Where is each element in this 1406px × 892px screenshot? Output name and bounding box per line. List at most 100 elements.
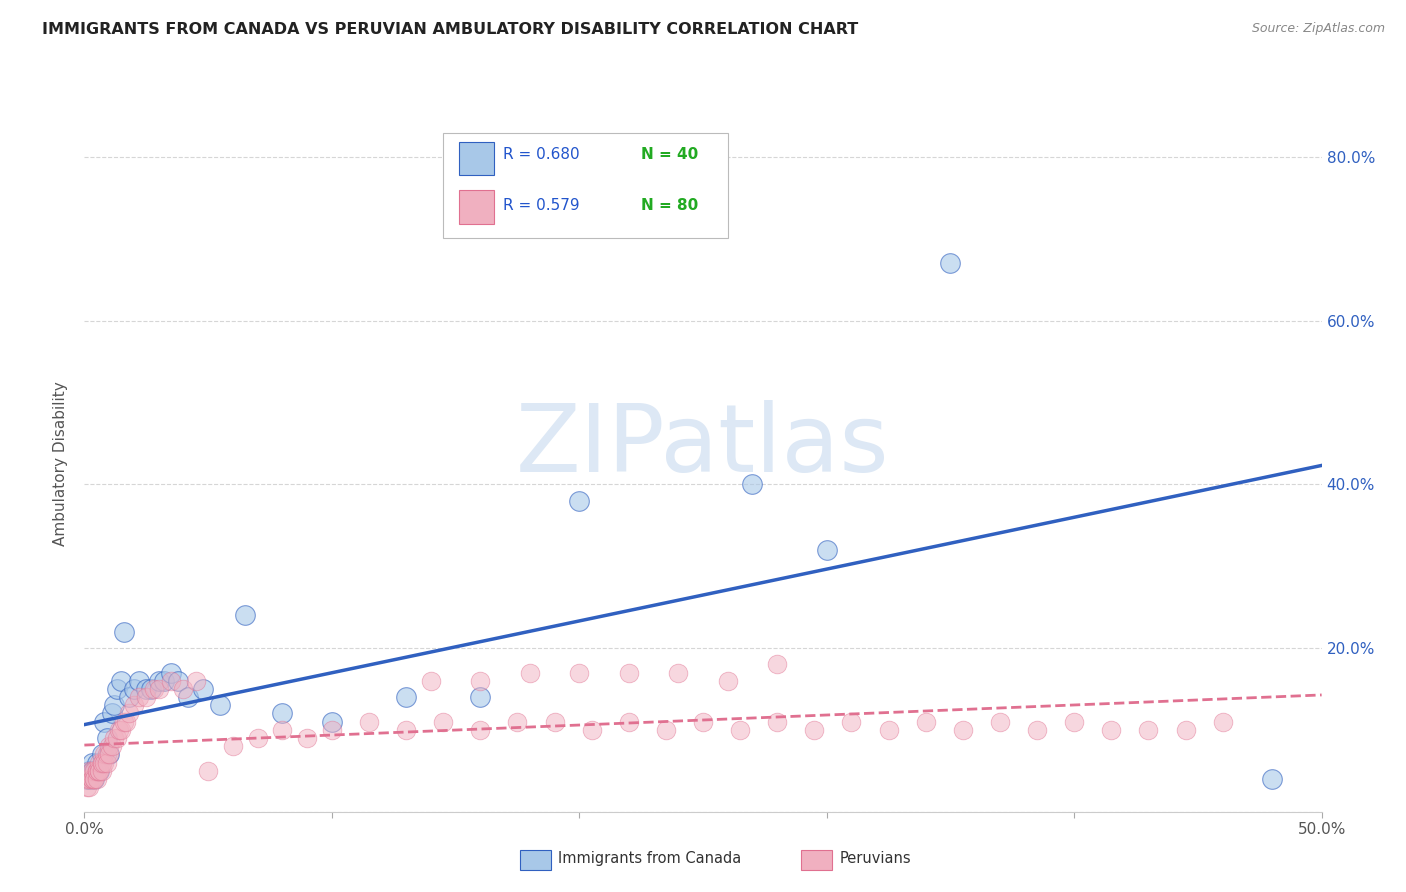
Point [617, 665, 640, 680]
Point [86, 764, 108, 778]
Point [160, 673, 183, 688]
Point [581, 723, 603, 737]
Point [118, 690, 141, 705]
Point [112, 624, 135, 639]
Point [96, 756, 118, 770]
Point [122, 681, 145, 696]
Point [209, 698, 232, 713]
Point [80, 764, 103, 778]
Point [271, 723, 294, 737]
Point [108, 723, 131, 737]
Text: Peruvians: Peruvians [839, 851, 911, 865]
Point [76, 772, 98, 786]
Point [110, 673, 132, 688]
Point [83, 772, 105, 786]
Point [89, 756, 111, 770]
Point [568, 493, 591, 508]
Point [295, 731, 318, 745]
Point [100, 706, 122, 721]
Point [83, 764, 105, 778]
Point [100, 739, 122, 754]
Point [141, 681, 163, 696]
Point [1026, 723, 1049, 737]
Point [86, 772, 108, 786]
Point [96, 747, 118, 762]
Bar [460, 142, 494, 175]
Point [93, 756, 115, 770]
Point [357, 714, 380, 729]
Point [90, 747, 112, 762]
Point [103, 731, 125, 745]
Point [112, 714, 135, 729]
Point [939, 256, 962, 270]
Point [98, 747, 121, 762]
Point [914, 714, 936, 729]
Point [83, 772, 105, 786]
Point [142, 681, 165, 696]
Point [470, 723, 492, 737]
Point [76, 780, 98, 794]
Point [395, 723, 418, 737]
Point [470, 673, 492, 688]
Point [103, 698, 125, 713]
Point [83, 772, 105, 786]
Text: Immigrants from Canada: Immigrants from Canada [558, 851, 741, 865]
Text: R = 0.579: R = 0.579 [502, 197, 579, 212]
Point [96, 731, 118, 745]
Point [728, 723, 751, 737]
Point [89, 764, 111, 778]
Point [717, 673, 740, 688]
Point [988, 714, 1011, 729]
Point [177, 690, 200, 705]
Point [167, 673, 190, 688]
Point [419, 673, 441, 688]
Point [80, 764, 103, 778]
Point [841, 714, 863, 729]
Point [79, 772, 101, 786]
Point [692, 714, 714, 729]
Point [1099, 723, 1122, 737]
Point [222, 739, 245, 754]
Point [122, 698, 145, 713]
Point [271, 706, 294, 721]
Point [90, 756, 112, 770]
Point [90, 764, 112, 778]
Point [1063, 714, 1085, 729]
Point [135, 690, 157, 705]
Text: ZIPatlas: ZIPatlas [516, 400, 890, 492]
Point [470, 690, 492, 705]
Point [79, 772, 101, 786]
Point [93, 714, 115, 729]
Point [617, 714, 640, 729]
Point [191, 681, 214, 696]
Point [877, 723, 900, 737]
Text: IMMIGRANTS FROM CANADA VS PERUVIAN AMBULATORY DISABILITY CORRELATION CHART: IMMIGRANTS FROM CANADA VS PERUVIAN AMBUL… [42, 22, 859, 37]
Point [89, 764, 111, 778]
Point [815, 542, 838, 557]
Text: N = 40: N = 40 [641, 146, 699, 161]
Point [666, 665, 689, 680]
Point [86, 764, 108, 778]
Point [321, 723, 343, 737]
Point [115, 714, 138, 729]
Point [79, 764, 101, 778]
Point [79, 764, 101, 778]
Point [93, 747, 115, 762]
Point [80, 772, 103, 786]
Point [395, 690, 418, 705]
Point [655, 723, 678, 737]
Point [184, 673, 207, 688]
Bar [460, 190, 494, 224]
Text: R = 0.680: R = 0.680 [502, 146, 579, 161]
Point [98, 747, 121, 762]
Point [952, 723, 974, 737]
Point [152, 673, 174, 688]
Point [506, 714, 529, 729]
Point [519, 665, 541, 680]
Point [766, 657, 789, 672]
Point [246, 731, 269, 745]
Point [128, 673, 150, 688]
Point [432, 714, 454, 729]
Point [98, 739, 121, 754]
Point [110, 723, 132, 737]
